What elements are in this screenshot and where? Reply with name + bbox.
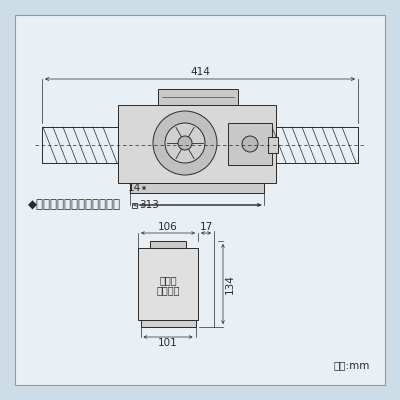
Bar bbox=[118, 105, 276, 183]
Text: ◆カバープレート（同梱品）: ◆カバープレート（同梱品） bbox=[28, 198, 121, 212]
Text: 14: 14 bbox=[128, 183, 141, 193]
Text: カバー: カバー bbox=[159, 275, 177, 285]
Bar bbox=[132, 202, 137, 208]
Bar bbox=[158, 89, 238, 105]
Bar bbox=[140, 320, 196, 327]
Circle shape bbox=[178, 136, 192, 150]
Text: 313: 313 bbox=[139, 200, 159, 210]
Bar bbox=[228, 123, 272, 165]
Text: プレート: プレート bbox=[156, 285, 180, 295]
Text: 414: 414 bbox=[190, 67, 210, 77]
Text: 106: 106 bbox=[158, 222, 178, 232]
Bar bbox=[268, 137, 278, 153]
Text: 101: 101 bbox=[158, 338, 178, 348]
Circle shape bbox=[165, 123, 205, 163]
Bar bbox=[130, 183, 264, 193]
Text: 134: 134 bbox=[225, 274, 235, 294]
Text: 単位:mm: 単位:mm bbox=[334, 360, 370, 370]
Bar bbox=[150, 241, 186, 248]
Circle shape bbox=[153, 111, 217, 175]
Bar bbox=[138, 248, 198, 320]
Circle shape bbox=[242, 136, 258, 152]
Text: 17: 17 bbox=[199, 222, 213, 232]
